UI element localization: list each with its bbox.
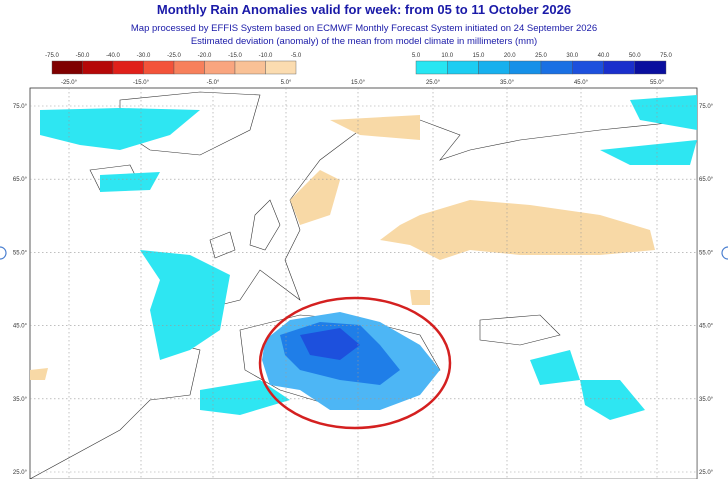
legend-label: -30.0 (137, 53, 151, 59)
lat-label: 75.0° (699, 104, 714, 110)
legend-swatch (234, 60, 266, 75)
lat-label: 45.0° (699, 324, 714, 330)
title: Monthly Rain Anomalies valid for week: f… (157, 2, 571, 17)
legend-label: 25.0 (535, 53, 547, 59)
legend-swatch (173, 60, 205, 75)
lon-label: 25.0° (426, 80, 441, 86)
legend-swatch (51, 60, 83, 75)
lon-label: 35.0° (500, 80, 515, 86)
legend-swatch (509, 60, 542, 75)
lon-label: -15.0° (133, 80, 150, 86)
legend-label: -5.0 (291, 53, 302, 59)
land (209, 231, 236, 259)
wet-anomaly (300, 328, 360, 360)
lat-label: 55.0° (699, 250, 714, 256)
legend-swatch (415, 60, 448, 75)
lon-label: 45.0° (574, 80, 589, 86)
legend-swatch (540, 60, 573, 75)
highlight-circle (258, 296, 452, 430)
legend: -75.0 -50.0 -40.0 -30.0 -25.0 -20.0 -15.0 -10.0… (45, 53, 672, 75)
legend-swatch (634, 60, 667, 75)
lat-label: 65.0° (699, 177, 714, 183)
legend-label: 30.0 (566, 53, 578, 59)
lat-label: 45.0° (13, 324, 28, 330)
subtitle: Map processed by EFFIS System based on E… (131, 23, 597, 34)
legend-label: -10.0 (259, 53, 273, 59)
legend-swatch (447, 60, 479, 75)
legend-label: 5.0 (412, 53, 421, 59)
legend-swatch (603, 60, 635, 75)
lat-label: 25.0° (13, 470, 28, 476)
legend-swatch (204, 60, 236, 75)
legend-label: 50.0 (629, 53, 641, 59)
lat-label: 25.0° (699, 470, 714, 476)
legend-label: -40.0 (106, 53, 120, 59)
lon-label: 55.0° (650, 80, 665, 86)
lon-label: -5.0° (207, 80, 220, 86)
legend-label: 75.0 (660, 53, 672, 59)
legend-swatch (112, 60, 144, 75)
resize-handle[interactable] (721, 246, 728, 260)
lon-label: -25.0° (61, 80, 78, 86)
lat-label: 35.0° (699, 397, 714, 403)
land (249, 199, 281, 251)
lon-label: 5.0° (281, 80, 292, 86)
legend-label: -75.0 (45, 53, 59, 59)
legend-label: -50.0 (76, 53, 90, 59)
legend-label: 40.0 (598, 53, 610, 59)
legend-swatch (82, 60, 114, 75)
dry-anomaly (30, 115, 655, 380)
map: -25.0° -15.0° -5.0° 5.0° 15.0° 25.0° 35.0° 45.0… (13, 80, 714, 479)
lat-label: 65.0° (13, 177, 28, 183)
legend-label: 20.0 (504, 53, 516, 59)
legend-label: 10.0 (441, 53, 453, 59)
legend-label: 15.0 (473, 53, 485, 59)
legend-label: -20.0 (198, 53, 212, 59)
legend-swatch (572, 60, 604, 75)
legend-swatch (143, 60, 175, 75)
legend-swatch (478, 60, 510, 75)
legend-label: -15.0 (228, 53, 242, 59)
legend-swatch (265, 60, 297, 75)
sea (479, 314, 561, 346)
wet-anomaly (40, 95, 697, 420)
subtitle: Estimated deviation (anomaly) of the mea… (191, 36, 537, 47)
lon-label: 15.0° (351, 80, 366, 86)
legend-label: -25.0 (167, 53, 181, 59)
graticule: -25.0° -15.0° -5.0° 5.0° 15.0° 25.0° 35.0° 45.0… (13, 80, 714, 479)
lat-label: 35.0° (13, 397, 28, 403)
lat-label: 75.0° (13, 104, 28, 110)
resize-handle[interactable] (0, 246, 7, 260)
lat-label: 55.0° (13, 250, 28, 256)
